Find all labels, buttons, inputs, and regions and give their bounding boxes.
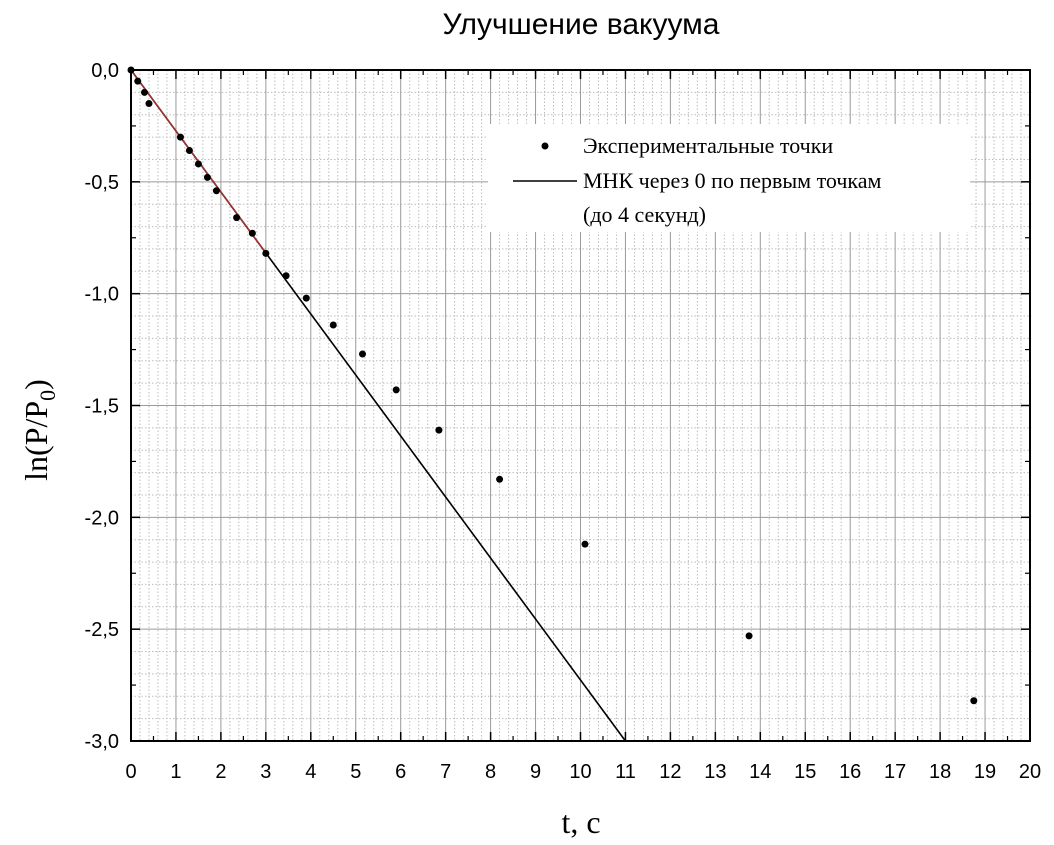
y-tick-label: -1,0 — [85, 284, 119, 306]
y-axis-label: ln(P/P0) — [18, 379, 60, 481]
chart-title: Улучшение вакуума — [442, 8, 719, 41]
x-tick-label: 1 — [170, 761, 181, 783]
x-tick-label: 16 — [839, 761, 861, 783]
legend: Экспериментальные точки МНК через 0 по п… — [488, 124, 970, 232]
y-axis-label-main: ln(P/P — [18, 401, 54, 481]
legend-label-line: МНК через 0 по первым точкам — [583, 168, 882, 193]
data-point — [145, 100, 153, 108]
data-point — [496, 475, 504, 483]
x-tick-label: 13 — [704, 761, 726, 783]
axis-ticks — [130, 69, 1031, 742]
x-tick-label: 20 — [1019, 761, 1041, 783]
x-tick-label: 12 — [659, 761, 681, 783]
data-point — [302, 294, 310, 302]
y-tick-labels: 0,0 -0,5 -1,0 -1,5 -2,0 -2,5 -3,0 — [85, 60, 119, 753]
y-tick-label: -3,0 — [85, 731, 119, 753]
data-point — [212, 187, 220, 195]
x-tick-label: 3 — [260, 761, 271, 783]
data-point — [745, 632, 753, 640]
data-point — [185, 147, 193, 155]
data-point — [140, 88, 148, 96]
data-point — [262, 249, 270, 257]
y-tick-label: -2,0 — [85, 507, 119, 529]
x-tick-label: 15 — [794, 761, 816, 783]
data-point — [970, 697, 978, 705]
x-tick-label: 2 — [215, 761, 226, 783]
x-tick-label: 18 — [929, 761, 951, 783]
data-point — [329, 321, 337, 329]
legend-box — [488, 124, 970, 232]
x-tick-label: 5 — [350, 761, 361, 783]
x-tick-label: 17 — [884, 761, 906, 783]
data-point — [176, 133, 184, 141]
data-point — [233, 214, 241, 222]
experimental-points-series — [127, 66, 978, 705]
legend-label-line-continued: (до 4 секунд) — [583, 202, 706, 227]
data-point — [282, 272, 290, 280]
y-tick-label: -1,5 — [85, 396, 119, 418]
x-tick-label: 10 — [569, 761, 591, 783]
x-tick-label: 7 — [440, 761, 451, 783]
x-tick-label: 0 — [125, 761, 136, 783]
x-tick-label: 6 — [395, 761, 406, 783]
x-axis-label: t, c — [561, 804, 600, 840]
y-tick-label: 0,0 — [91, 60, 119, 82]
data-point — [203, 173, 211, 181]
data-point — [194, 160, 202, 168]
y-tick-label: -0,5 — [85, 172, 119, 194]
data-point — [581, 540, 589, 548]
y-axis-label-subscript: 0 — [35, 390, 60, 401]
data-point — [134, 77, 142, 85]
legend-label-points: Экспериментальные точки — [583, 133, 833, 158]
x-tick-labels: 0 1 2 3 4 5 6 7 8 9 10 11 12 13 14 15 16 17 18 19 20 — [125, 761, 1041, 783]
data-point — [358, 350, 366, 358]
data-point — [435, 426, 443, 434]
data-point — [248, 229, 256, 237]
x-tick-label: 19 — [974, 761, 996, 783]
x-tick-label: 4 — [305, 761, 316, 783]
x-tick-label: 8 — [485, 761, 496, 783]
x-tick-label: 11 — [615, 761, 636, 783]
x-tick-label: 9 — [530, 761, 541, 783]
x-tick-label: 14 — [749, 761, 771, 783]
y-tick-label: -2,5 — [85, 619, 119, 641]
legend-marker-points — [541, 142, 549, 150]
data-point — [127, 66, 135, 74]
y-axis-label-close: ) — [18, 379, 54, 390]
data-point — [392, 386, 400, 394]
